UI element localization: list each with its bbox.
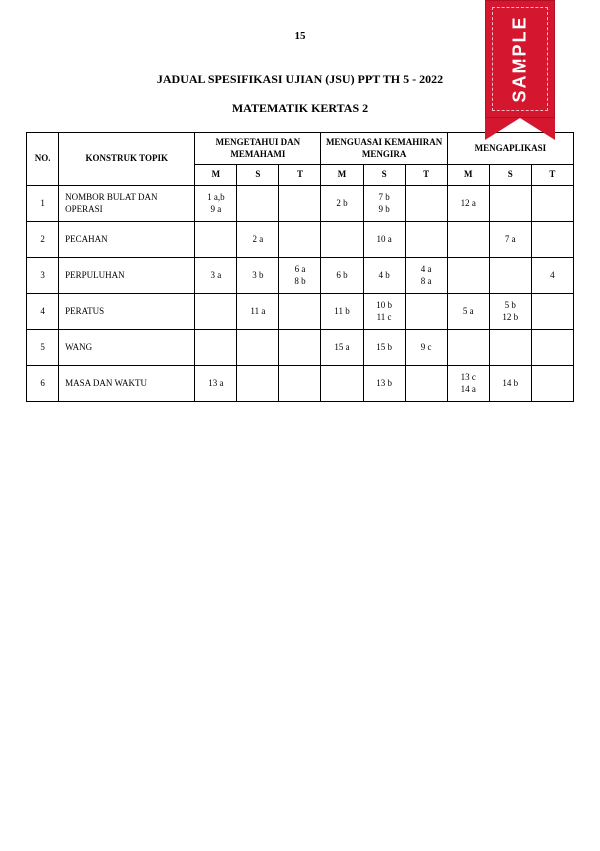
cell-value: 6 a8 b (279, 258, 321, 294)
cell-value: 13 b (363, 366, 405, 402)
th-sub: M (195, 165, 237, 186)
cell-value (447, 330, 489, 366)
th-sub: M (321, 165, 363, 186)
th-sub: S (363, 165, 405, 186)
cell-no: 1 (27, 186, 59, 222)
cell-value: 1 a,b9 a (195, 186, 237, 222)
table-row: 2PECAHAN 2 a 10 a 7 a (27, 222, 574, 258)
cell-value (489, 186, 531, 222)
cell-no: 6 (27, 366, 59, 402)
cell-value (531, 294, 573, 330)
cell-value (195, 330, 237, 366)
cell-value: 11 a (237, 294, 279, 330)
th-no: NO. (27, 133, 59, 186)
cell-value (195, 222, 237, 258)
cell-value (195, 294, 237, 330)
cell-value: 12 a (447, 186, 489, 222)
cell-value (531, 330, 573, 366)
cell-topic: PERATUS (59, 294, 195, 330)
cell-value: 3 b (237, 258, 279, 294)
th-topic: KONSTRUK TOPIK (59, 133, 195, 186)
cell-value (531, 366, 573, 402)
cell-value (237, 366, 279, 402)
cell-value (489, 258, 531, 294)
cell-value (279, 294, 321, 330)
th-sub: T (531, 165, 573, 186)
th-group2: MENGUASAI KEMAHIRAN MENGIRA (321, 133, 447, 165)
cell-value (405, 186, 447, 222)
th-sub: T (279, 165, 321, 186)
cell-value (531, 222, 573, 258)
cell-topic: WANG (59, 330, 195, 366)
cell-value: 15 b (363, 330, 405, 366)
table-row: 5WANG 15 a15 b9 c (27, 330, 574, 366)
cell-value (321, 366, 363, 402)
cell-value: 3 a (195, 258, 237, 294)
cell-topic: PERPULUHAN (59, 258, 195, 294)
cell-value: 9 c (405, 330, 447, 366)
th-group1: MENGETAHUI DAN MEMAHAMI (195, 133, 321, 165)
th-sub: T (405, 165, 447, 186)
cell-value (279, 330, 321, 366)
cell-value (531, 186, 573, 222)
cell-value (447, 222, 489, 258)
cell-no: 4 (27, 294, 59, 330)
cell-topic: MASA DAN WAKTU (59, 366, 195, 402)
cell-value: 4 (531, 258, 573, 294)
cell-value (237, 330, 279, 366)
table-row: 6MASA DAN WAKTU13 a 13 b 13 c14 a14 b (27, 366, 574, 402)
cell-value: 11 b (321, 294, 363, 330)
ribbon-subtext (521, 56, 523, 62)
sample-ribbon: SAMPLE (485, 0, 555, 140)
cell-value: 7 a (489, 222, 531, 258)
th-sub: S (489, 165, 531, 186)
cell-value: 5 a (447, 294, 489, 330)
cell-value: 13 c14 a (447, 366, 489, 402)
cell-value: 4 b (363, 258, 405, 294)
th-sub: S (237, 165, 279, 186)
th-sub: M (447, 165, 489, 186)
cell-value (489, 330, 531, 366)
cell-value: 7 b9 b (363, 186, 405, 222)
cell-topic: PECAHAN (59, 222, 195, 258)
cell-value: 4 a8 a (405, 258, 447, 294)
cell-value: 2 b (321, 186, 363, 222)
cell-value (279, 222, 321, 258)
cell-no: 3 (27, 258, 59, 294)
cell-value: 5 b12 b (489, 294, 531, 330)
table-row: 3PERPULUHAN3 a3 b6 a8 b6 b4 b4 a8 a 4 (27, 258, 574, 294)
cell-value: 15 a (321, 330, 363, 366)
cell-value: 14 b (489, 366, 531, 402)
cell-value: 10 b11 c (363, 294, 405, 330)
table-row: 1NOMBOR BULAT DAN OPERASI1 a,b9 a 2 b7 b9… (27, 186, 574, 222)
cell-topic: NOMBOR BULAT DAN OPERASI (59, 186, 195, 222)
cell-value (447, 258, 489, 294)
cell-value: 6 b (321, 258, 363, 294)
cell-value (405, 366, 447, 402)
cell-value (237, 186, 279, 222)
jsu-table: NO. KONSTRUK TOPIK MENGETAHUI DAN MEMAHA… (26, 132, 574, 402)
cell-value (321, 222, 363, 258)
cell-no: 2 (27, 222, 59, 258)
cell-value (405, 294, 447, 330)
cell-value: 13 a (195, 366, 237, 402)
table-row: 4PERATUS 11 a 11 b10 b11 c 5 a5 b12 b (27, 294, 574, 330)
cell-value (279, 366, 321, 402)
cell-value (405, 222, 447, 258)
cell-value: 10 a (363, 222, 405, 258)
cell-no: 5 (27, 330, 59, 366)
cell-value (279, 186, 321, 222)
cell-value: 2 a (237, 222, 279, 258)
